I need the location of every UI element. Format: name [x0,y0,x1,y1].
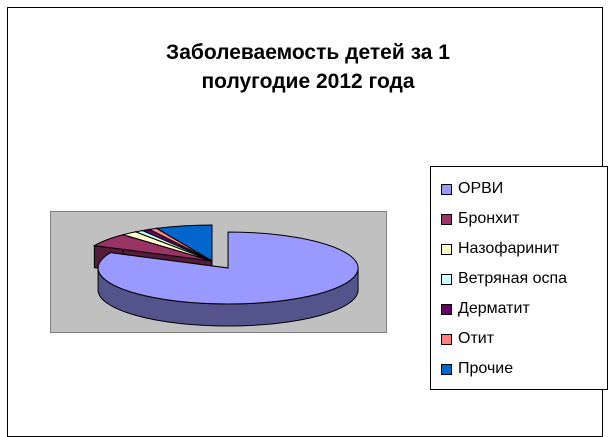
legend-swatch [441,184,452,195]
legend-item-chickenpox: Ветряная оспа [431,264,607,294]
legend-item-nasopharyngitis: Назофаринит [431,234,607,264]
legend-swatch [441,364,452,375]
legend-label: Назофаринит [458,240,559,258]
legend-label: Отит [458,330,494,348]
legend-label: Бронхит [458,210,519,228]
chart-frame: Заболеваемость детей за 1 полугодие 2012… [7,7,603,437]
legend-label: ОРВИ [458,180,503,198]
legend-swatch [441,244,452,255]
legend-swatch [441,334,452,345]
legend-label: Прочие [458,360,513,378]
legend-swatch [441,274,452,285]
legend-swatch [441,304,452,315]
legend-swatch [441,214,452,225]
legend-item-other: Прочие [431,354,607,384]
legend-label: Дерматит [458,300,530,318]
legend-item-orvi: ОРВИ [431,174,607,204]
legend-item-otitis: Отит [431,324,607,354]
legend-item-dermatitis: Дерматит [431,294,607,324]
legend-item-bronchitis: Бронхит [431,204,607,234]
legend-label: Ветряная оспа [458,270,567,288]
legend: ОРВИ Бронхит Назофаринит Ветряная оспа Д… [430,166,608,390]
